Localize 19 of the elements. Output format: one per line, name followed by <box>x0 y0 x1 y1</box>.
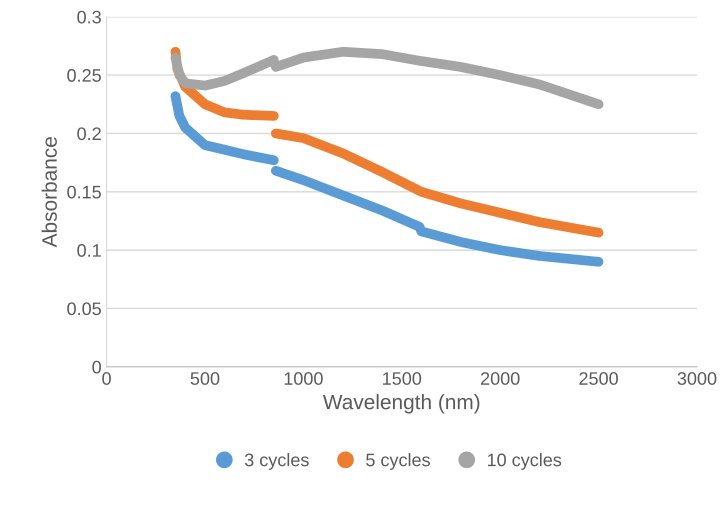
y-tick-label: 0.05 <box>67 302 101 316</box>
legend-label: 5 cycles <box>366 453 430 470</box>
x-tick-label: 3000 <box>678 372 716 385</box>
y-axis-title: Absorbance <box>42 137 57 248</box>
x-axis-title: Wavelength (nm) <box>322 394 480 414</box>
x-tick-label: 1000 <box>284 372 323 385</box>
x-tick-label: 2000 <box>480 372 520 385</box>
y-tick-label: 0.15 <box>67 186 101 199</box>
x-tick-label: 0 <box>102 372 111 385</box>
x-tick-label: 500 <box>190 372 220 385</box>
x-tick-label: 2500 <box>579 372 618 385</box>
y-tick-label: 0.2 <box>77 127 101 140</box>
legend-label: 3 cycles <box>244 453 309 470</box>
y-tick-label: 0.3 <box>77 10 101 24</box>
y-tick-label: 0.1 <box>77 244 101 257</box>
y-tick-label: 0.25 <box>67 69 101 82</box>
y-tick-label: 0 <box>92 360 101 374</box>
legend-label: 10 cycles <box>488 453 562 470</box>
x-tick-label: 1500 <box>383 372 422 385</box>
